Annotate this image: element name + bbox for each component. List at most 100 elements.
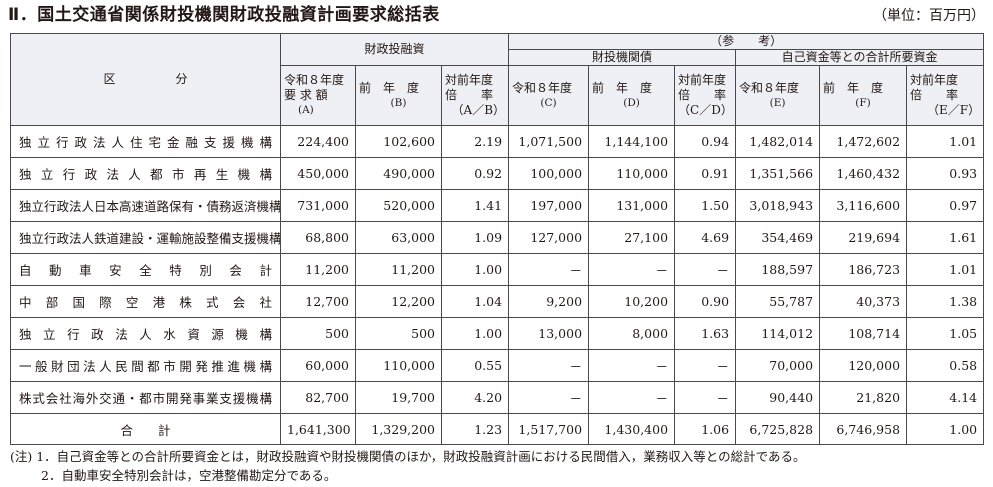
cell-b: 490,000 bbox=[355, 157, 442, 190]
cell-d: 1,144,100 bbox=[588, 125, 676, 158]
col-c-header: 令和８年度 (C) bbox=[508, 65, 590, 126]
category-header: 区 分 bbox=[10, 33, 281, 126]
cell-ef: 0.58 bbox=[906, 349, 985, 382]
bonds-header: 財投機関債 bbox=[508, 49, 737, 66]
col-c-top: 令和８年度 bbox=[512, 80, 573, 95]
col-c-sym: (C) bbox=[540, 96, 557, 109]
total-b: 1,329,200 bbox=[355, 413, 442, 445]
table-row: 独立行政法人住宅金融支援機構 224,400 102,600 2.19 1,07… bbox=[10, 125, 985, 158]
cell-d: － bbox=[588, 381, 676, 414]
cell-c: － bbox=[508, 349, 590, 382]
col-cd-header: 対前年度 倍 率 （C／D） bbox=[674, 65, 737, 126]
col-f-header: 前 年 度 (F) bbox=[819, 65, 908, 126]
cell-e: 188,597 bbox=[735, 253, 821, 286]
own-funds-header: 自己資金等との合計所要資金 bbox=[735, 49, 985, 66]
col-ab-header: 対前年度 倍 率 （A／B） bbox=[440, 65, 510, 126]
cell-a: 224,400 bbox=[280, 125, 356, 158]
total-d: 1,430,400 bbox=[588, 413, 676, 445]
col-e-top: 令和８年度 bbox=[739, 80, 800, 95]
cell-b: 500 bbox=[355, 317, 442, 350]
cell-f: 3,116,600 bbox=[819, 189, 908, 222]
footnote-2: 2．自動車安全特別会計は，空港整備勘定分である。 bbox=[41, 468, 337, 483]
col-a-mid: 要 求 額 bbox=[284, 88, 328, 102]
col-e-sym: (E) bbox=[769, 96, 786, 109]
cell-b: 11,200 bbox=[355, 253, 442, 286]
cell-ab: 1.09 bbox=[440, 221, 510, 254]
cell-a: 82,700 bbox=[280, 381, 356, 414]
col-ab-sym: （A／B） bbox=[451, 103, 506, 117]
row-name: 中部国際空港株式会社 bbox=[10, 285, 281, 318]
col-a-sym: (A) bbox=[298, 104, 314, 116]
total-a: 1,641,300 bbox=[280, 413, 356, 445]
total-label: 合 計 bbox=[10, 413, 281, 445]
cell-ab: 0.92 bbox=[440, 157, 510, 190]
cell-f: 40,373 bbox=[819, 285, 908, 318]
total-f: 6,746,958 bbox=[819, 413, 908, 445]
cell-c: 9,200 bbox=[508, 285, 590, 318]
cell-ef: 1.01 bbox=[906, 125, 985, 158]
col-ab-mid: 倍 率 bbox=[445, 88, 494, 102]
table-row: 独立行政法人都市再生機構 450,000 490,000 0.92 100,00… bbox=[10, 157, 985, 190]
cell-cd: 0.90 bbox=[674, 285, 737, 318]
total-ab: 1.23 bbox=[440, 413, 510, 445]
total-row: 合 計 1,641,300 1,329,200 1.23 1,517,700 1… bbox=[10, 413, 985, 445]
cell-b: 12,200 bbox=[355, 285, 442, 318]
row-name: 独立行政法人水資源機構 bbox=[10, 317, 281, 350]
cell-f: 108,714 bbox=[819, 317, 908, 350]
cell-f: 219,694 bbox=[819, 221, 908, 254]
cell-a: 12,700 bbox=[280, 285, 356, 318]
cell-ef: 4.14 bbox=[906, 381, 985, 414]
table-header: 区 分 財政投融資 （参 考） 財投機関債 自己資金等との合計所要資金 令和８年… bbox=[10, 33, 985, 126]
cell-b: 520,000 bbox=[355, 189, 442, 222]
title-row: Ⅱ．国土交通省関係財投機関財政投融資計画要求総括表 （単位：百万円） bbox=[8, 4, 985, 28]
cell-d: － bbox=[588, 253, 676, 286]
cell-ab: 0.55 bbox=[440, 349, 510, 382]
unit-label: （単位：百万円） bbox=[873, 8, 985, 24]
row-name: 独立行政法人住宅金融支援機構 bbox=[10, 125, 281, 158]
cell-c: 197,000 bbox=[508, 189, 590, 222]
summary-table: 区 分 財政投融資 （参 考） 財投機関債 自己資金等との合計所要資金 令和８年… bbox=[10, 33, 985, 445]
cell-d: 10,200 bbox=[588, 285, 676, 318]
cell-ab: 2.19 bbox=[440, 125, 510, 158]
table-row: 株式会社海外交通・都市開発事業支援機構 82,700 19,700 4.20 －… bbox=[10, 381, 985, 414]
col-ef-sym: （E／F） bbox=[927, 103, 981, 117]
row-name: 独立行政法人都市再生機構 bbox=[10, 157, 281, 190]
cell-ef: 1.01 bbox=[906, 253, 985, 286]
cell-e: 55,787 bbox=[735, 285, 821, 318]
col-b-top: 前 年 度 bbox=[359, 80, 420, 95]
row-name: 独立行政法人日本高速道路保有・債務返済機構 bbox=[10, 189, 281, 222]
col-d-top: 前 年 度 bbox=[592, 80, 653, 95]
cell-cd: 0.94 bbox=[674, 125, 737, 158]
table-row: 独立行政法人水資源機構 500 500 1.00 13,000 8,000 1.… bbox=[10, 317, 985, 350]
cell-d: 110,000 bbox=[588, 157, 676, 190]
col-cd-top: 対前年度 bbox=[678, 73, 727, 87]
cell-ef: 1.38 bbox=[906, 285, 985, 318]
cell-a: 731,000 bbox=[280, 189, 356, 222]
row-name: 株式会社海外交通・都市開発事業支援機構 bbox=[10, 381, 281, 414]
cell-ab: 1.00 bbox=[440, 317, 510, 350]
cell-b: 110,000 bbox=[355, 349, 442, 382]
total-cd: 1.06 bbox=[674, 413, 737, 445]
col-d-sym: (D) bbox=[623, 96, 640, 109]
cell-cd: － bbox=[674, 381, 737, 414]
cell-d: 131,000 bbox=[588, 189, 676, 222]
col-b-sym: (B) bbox=[390, 96, 407, 109]
col-ef-mid: 倍 率 bbox=[910, 88, 959, 102]
cell-a: 68,800 bbox=[280, 221, 356, 254]
cell-f: 120,000 bbox=[819, 349, 908, 382]
col-ab-top: 対前年度 bbox=[445, 73, 494, 87]
cell-cd: － bbox=[674, 253, 737, 286]
row-name: 一般財団法人民間都市開発推進機構 bbox=[10, 349, 281, 382]
cell-ab: 1.04 bbox=[440, 285, 510, 318]
cell-e: 114,012 bbox=[735, 317, 821, 350]
cell-b: 102,600 bbox=[355, 125, 442, 158]
cell-f: 1,460,432 bbox=[819, 157, 908, 190]
cell-ab: 1.41 bbox=[440, 189, 510, 222]
cell-b: 19,700 bbox=[355, 381, 442, 414]
cell-ef: 1.05 bbox=[906, 317, 985, 350]
cell-c: 127,000 bbox=[508, 221, 590, 254]
cell-e: 1,482,014 bbox=[735, 125, 821, 158]
col-b-header: 前 年 度 (B) bbox=[355, 65, 442, 126]
cell-e: 354,469 bbox=[735, 221, 821, 254]
cell-c: 13,000 bbox=[508, 317, 590, 350]
